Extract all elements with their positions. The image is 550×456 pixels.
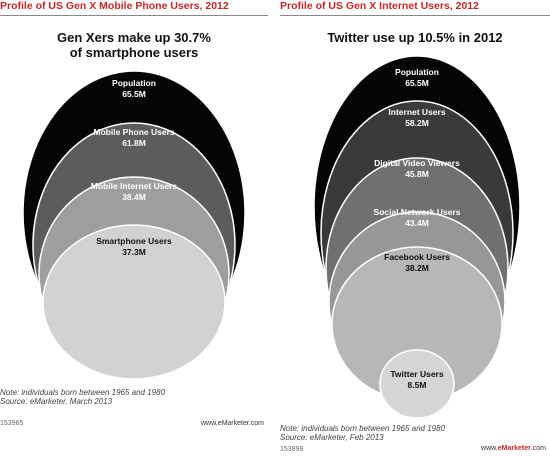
circle-value-digital-video-viewers: 45.8M xyxy=(405,169,429,179)
circle-value-mobile-internet-users: 38.4M xyxy=(122,192,146,202)
circle-label-smartphone-users: Smartphone Users xyxy=(96,236,172,246)
right-chart-panel: Profile of US Gen X Internet Users, 2012… xyxy=(280,0,550,456)
circle-value-smartphone-users: 37.3M xyxy=(122,247,146,257)
circle-value-mobile-phone-users: 61.8M xyxy=(122,138,146,148)
brand-label: www.eMarketer.com xyxy=(481,445,546,452)
circle-label-digital-video-viewers: Digital Video Viewers xyxy=(374,158,460,168)
chart-title: Profile of US Gen X Mobile Phone Users, … xyxy=(0,0,229,12)
note-line-1: Note: individuals born between 1965 and … xyxy=(280,424,446,433)
chart-headline: Twitter use up 10.5% in 2012 xyxy=(280,30,550,45)
circle-label-population: Population xyxy=(395,67,439,77)
chart-id: 153899 xyxy=(280,446,304,453)
circle-value-population: 65.5M xyxy=(122,89,146,99)
source-line: Source: eMarketer, March 2013 xyxy=(0,397,113,406)
circle-label-social-network-users: Social Network Users xyxy=(374,207,461,217)
circle-value-twitter-users: 8.5M xyxy=(408,380,427,390)
chart-headline: Gen Xers make up 30.7% of smartphone use… xyxy=(0,30,268,60)
circle-label-twitter-users: Twitter Users xyxy=(390,369,443,379)
title-rule xyxy=(0,15,268,16)
chart-note: Note: individuals born between 1965 and … xyxy=(280,424,445,442)
circle-value-social-network-users: 43.4M xyxy=(405,218,429,228)
chart-id: 153965 xyxy=(0,420,24,427)
brand-label: www.eMarketer.com xyxy=(200,420,264,427)
circle-label-mobile-internet-users: Mobile Internet Users xyxy=(91,181,178,191)
headline-line-1: Twitter use up 10.5% in 2012 xyxy=(327,30,503,45)
title-rule xyxy=(280,15,550,16)
circle-label-mobile-phone-users: Mobile Phone Users xyxy=(93,127,175,137)
circle-value-internet-users: 58.2M xyxy=(405,118,429,128)
circle-twitter-users xyxy=(379,349,455,419)
circle-label-population: Population xyxy=(112,78,156,88)
headline-line-1: Gen Xers make up 30.7% xyxy=(57,30,211,45)
circle-label-internet-users: Internet Users xyxy=(388,107,445,117)
chart-note: Note: individuals born between 1965 and … xyxy=(0,388,165,406)
headline-line-2: of smartphone users xyxy=(69,45,199,60)
circle-value-facebook-users: 38.2M xyxy=(405,263,429,273)
source-line: Source: eMarketer, Feb 2013 xyxy=(280,433,384,442)
circle-smartphone-users xyxy=(42,224,226,380)
circle-label-facebook-users: Facebook Users xyxy=(384,252,450,262)
note-line-1: Note: individuals born between 1965 and … xyxy=(0,388,166,397)
left-chart-panel: Profile of US Gen X Mobile Phone Users, … xyxy=(0,0,268,432)
chart-title: Profile of US Gen X Internet Users, 2012 xyxy=(280,0,479,12)
circle-value-population: 65.5M xyxy=(405,78,429,88)
